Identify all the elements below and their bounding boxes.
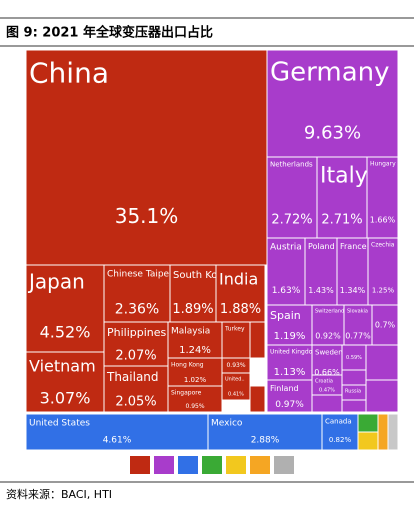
tile-value: 2.71% bbox=[321, 213, 362, 228]
tile-value: 2.72% bbox=[271, 213, 312, 228]
tile-value: 0.66% bbox=[314, 368, 340, 377]
tile-value: 1.88% bbox=[220, 302, 261, 317]
source: 资料来源：BACI, HTI bbox=[6, 487, 112, 501]
tile-name: Poland bbox=[308, 242, 335, 251]
tile-value: 0.82% bbox=[329, 436, 352, 444]
tile bbox=[343, 304, 373, 346]
tile-name: Croatia bbox=[315, 379, 333, 385]
tile-value: 0.93% bbox=[226, 362, 245, 369]
tile-value: 0.59% bbox=[346, 355, 362, 361]
tile-name: South Korea bbox=[173, 270, 234, 281]
tile bbox=[103, 264, 171, 323]
tile-value: 1.63% bbox=[272, 286, 301, 296]
tile-name: Italy bbox=[320, 164, 368, 189]
tile bbox=[25, 49, 268, 266]
tile-name: Germany bbox=[270, 57, 390, 87]
tile-name: France bbox=[340, 242, 367, 251]
small-tiles bbox=[249, 321, 399, 451]
tile-name: Hungary bbox=[370, 160, 396, 167]
tile bbox=[266, 156, 318, 239]
tile-value: 0.97% bbox=[275, 400, 304, 410]
tile-name: Netherlands bbox=[270, 161, 313, 169]
tile-value: 0.41% bbox=[228, 392, 244, 398]
tile-name: Vietnam bbox=[29, 356, 96, 375]
tile bbox=[167, 357, 223, 387]
tile bbox=[336, 237, 369, 306]
tile-name: Switzerland bbox=[315, 309, 344, 315]
tile-value: 0.47% bbox=[319, 388, 335, 394]
tile-name: Chinese Taipei bbox=[107, 270, 172, 280]
tile-name: Czechia bbox=[371, 241, 395, 248]
tile-name: Sweden bbox=[315, 349, 343, 357]
tile-name: Hong Kong bbox=[171, 361, 204, 368]
tile-value: 1.89% bbox=[172, 302, 213, 317]
tile-name: United Kingdom bbox=[270, 348, 318, 355]
tile-name: China bbox=[29, 56, 109, 89]
tile-value: 35.1% bbox=[115, 204, 179, 228]
tile-name: Austria bbox=[270, 243, 302, 253]
tile bbox=[167, 385, 223, 413]
tile-value: 2.36% bbox=[115, 301, 159, 317]
tile bbox=[304, 237, 338, 306]
tile-name: United States bbox=[29, 419, 90, 429]
tile-value: 0.7% bbox=[375, 321, 396, 330]
tile-name: Philippines bbox=[107, 326, 167, 339]
tile-value: 2.05% bbox=[115, 394, 156, 409]
chart-title: 图 9: 2021 年全球变压器出口占比 bbox=[6, 25, 213, 41]
tile-value: 0.77% bbox=[345, 332, 371, 341]
tile-value: 3.07% bbox=[40, 388, 91, 407]
tile-value: 1.34% bbox=[340, 286, 366, 295]
tile-name: Slovakia bbox=[347, 309, 368, 315]
tile bbox=[25, 351, 105, 413]
tile bbox=[215, 264, 266, 323]
tile-name: Finland bbox=[270, 384, 299, 393]
tile bbox=[266, 379, 313, 413]
tile-name: India bbox=[219, 269, 258, 288]
tile-name: Malaysia bbox=[171, 327, 210, 337]
legend-icons bbox=[130, 456, 294, 474]
tile-value: 2.07% bbox=[115, 349, 156, 364]
tile-value: 1.13% bbox=[274, 367, 306, 378]
tile bbox=[103, 365, 169, 413]
tile-value: 0.95% bbox=[185, 403, 204, 410]
tile bbox=[371, 304, 399, 346]
tile-value: 1.25% bbox=[372, 286, 395, 294]
tile bbox=[316, 156, 368, 239]
tile-value: 0.92% bbox=[315, 332, 341, 341]
tile bbox=[341, 344, 367, 371]
tile-value: 4.52% bbox=[40, 322, 91, 341]
tile-name: Canada bbox=[325, 418, 352, 426]
tile-name: Japan bbox=[27, 270, 85, 294]
tile-value: 9.63% bbox=[304, 122, 361, 143]
tile-name: Turkey bbox=[224, 325, 245, 332]
tile-value: 1.66% bbox=[370, 216, 396, 225]
tile-name: United.. bbox=[225, 377, 245, 383]
tile bbox=[221, 372, 251, 401]
tile bbox=[25, 413, 209, 451]
tile bbox=[366, 156, 399, 239]
tile-name: Spain bbox=[270, 309, 301, 322]
tile-value: 1.24% bbox=[179, 345, 211, 356]
tile-name: Russia bbox=[345, 389, 361, 395]
tile bbox=[321, 413, 359, 451]
tile-name: Mexico bbox=[211, 419, 243, 429]
tile bbox=[25, 264, 105, 353]
treemap: China 35.1% Germany 9.63% Netherlands 2.72% It… bbox=[25, 49, 399, 451]
tile-name: Thailand bbox=[106, 370, 159, 384]
tile bbox=[311, 344, 343, 381]
tile-name: Singapore bbox=[171, 389, 202, 396]
tile-value: 1.19% bbox=[274, 331, 306, 342]
tile-value: 2.88% bbox=[251, 435, 280, 445]
tile-value: 1.02% bbox=[184, 376, 207, 384]
tile-value: 1.43% bbox=[308, 286, 334, 295]
tile bbox=[266, 49, 399, 158]
tile-value: 4.61% bbox=[103, 435, 132, 445]
